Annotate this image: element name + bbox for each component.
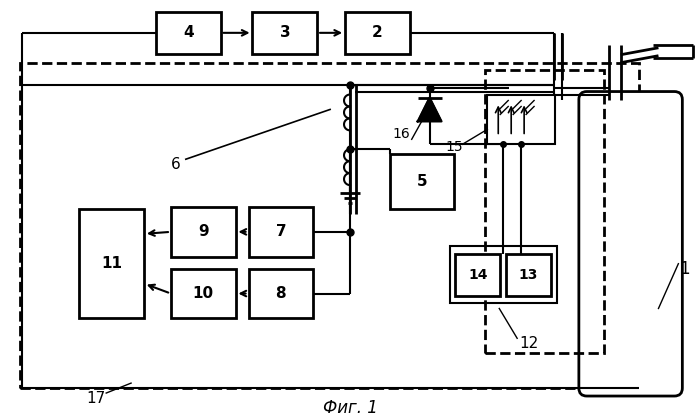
Text: 3: 3 (280, 25, 290, 40)
Bar (345, 12, 410, 54)
Text: 17: 17 (87, 391, 106, 406)
Bar (506, 254, 551, 295)
Bar (171, 269, 236, 318)
Text: 6: 6 (171, 157, 181, 172)
Bar (156, 12, 221, 54)
Text: 2: 2 (372, 25, 383, 40)
Bar (485, 70, 604, 353)
Text: 1: 1 (679, 260, 690, 278)
Bar (249, 207, 313, 257)
Text: 15: 15 (446, 140, 463, 154)
Bar (456, 254, 500, 295)
Bar (171, 207, 236, 257)
Text: 10: 10 (193, 286, 214, 301)
Text: 14: 14 (468, 268, 488, 282)
Bar (80, 209, 144, 318)
Bar (487, 95, 555, 144)
Bar (252, 12, 317, 54)
Bar (390, 154, 454, 209)
FancyBboxPatch shape (579, 91, 682, 396)
Text: 7: 7 (275, 224, 286, 239)
Bar (20, 63, 639, 388)
Text: 16: 16 (393, 127, 410, 141)
Text: 12: 12 (519, 336, 539, 351)
Text: 8: 8 (275, 286, 286, 301)
Text: 13: 13 (519, 268, 538, 282)
Text: 5: 5 (417, 174, 428, 189)
Text: Фиг. 1: Фиг. 1 (322, 399, 377, 417)
Bar (249, 269, 313, 318)
Text: 11: 11 (101, 256, 122, 271)
Bar (449, 246, 557, 303)
Polygon shape (418, 98, 442, 122)
Text: 9: 9 (198, 224, 208, 239)
Text: 4: 4 (183, 25, 194, 40)
